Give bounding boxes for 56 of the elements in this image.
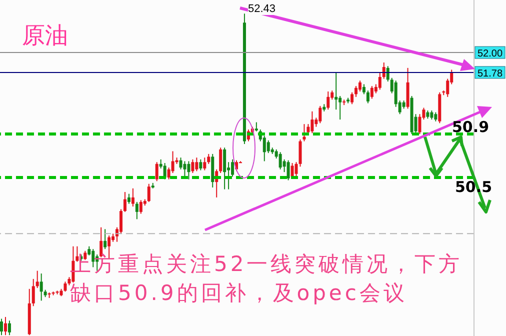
candlestick xyxy=(64,281,67,292)
candlestick xyxy=(127,193,130,204)
text: 原油 xyxy=(22,22,68,51)
candlestick xyxy=(370,86,374,100)
candlestick xyxy=(223,147,226,190)
candlestick xyxy=(362,84,366,95)
candlestick xyxy=(207,153,210,164)
candlestick xyxy=(163,162,166,180)
candlestick xyxy=(366,90,370,104)
candlestick xyxy=(4,316,7,336)
candlestick xyxy=(358,80,362,92)
candlestick xyxy=(278,152,282,170)
candlestick xyxy=(171,150,174,174)
candlestick xyxy=(195,157,198,172)
candlestick xyxy=(203,157,206,171)
candlestick xyxy=(155,162,158,182)
candlestick xyxy=(32,278,35,307)
candlestick xyxy=(286,160,290,181)
candlestick xyxy=(0,318,3,336)
candlestick xyxy=(430,110,434,120)
candlestick xyxy=(199,158,202,171)
candlestick xyxy=(183,160,186,178)
annotation: 52.43 xyxy=(248,3,276,15)
candlestick xyxy=(104,228,107,250)
candlestick xyxy=(326,90,330,110)
candlestick xyxy=(135,201,138,220)
candlestick xyxy=(119,208,122,234)
candlestick xyxy=(131,188,134,207)
y-tick-label: 52.00 xyxy=(477,48,503,60)
candlestick xyxy=(187,160,190,180)
candlestick xyxy=(36,270,39,288)
y-tick-label: 51.78 xyxy=(477,68,503,80)
candlestick xyxy=(262,135,266,162)
candlestick xyxy=(378,72,382,90)
candlestick xyxy=(350,92,354,105)
candlestick xyxy=(254,122,258,132)
candlestick xyxy=(302,124,306,142)
candlestick xyxy=(8,320,11,336)
candlestick xyxy=(139,200,142,214)
candlestick xyxy=(382,62,386,80)
candlestick xyxy=(334,72,338,110)
candlestick xyxy=(40,273,43,302)
candlestick xyxy=(266,140,270,154)
candlestick xyxy=(123,192,126,212)
candlestick xyxy=(179,157,182,170)
candlestick xyxy=(191,158,194,174)
candlestick xyxy=(418,114,422,135)
candlestick xyxy=(147,183,150,202)
annotation: 50.9 xyxy=(452,118,490,136)
candlestick xyxy=(434,112,438,122)
candlestick xyxy=(318,105,322,124)
candlestick xyxy=(231,158,234,178)
candlestick xyxy=(219,147,222,174)
candlestick xyxy=(338,96,342,120)
candlestick xyxy=(354,86,358,98)
candlestick xyxy=(310,110,314,134)
